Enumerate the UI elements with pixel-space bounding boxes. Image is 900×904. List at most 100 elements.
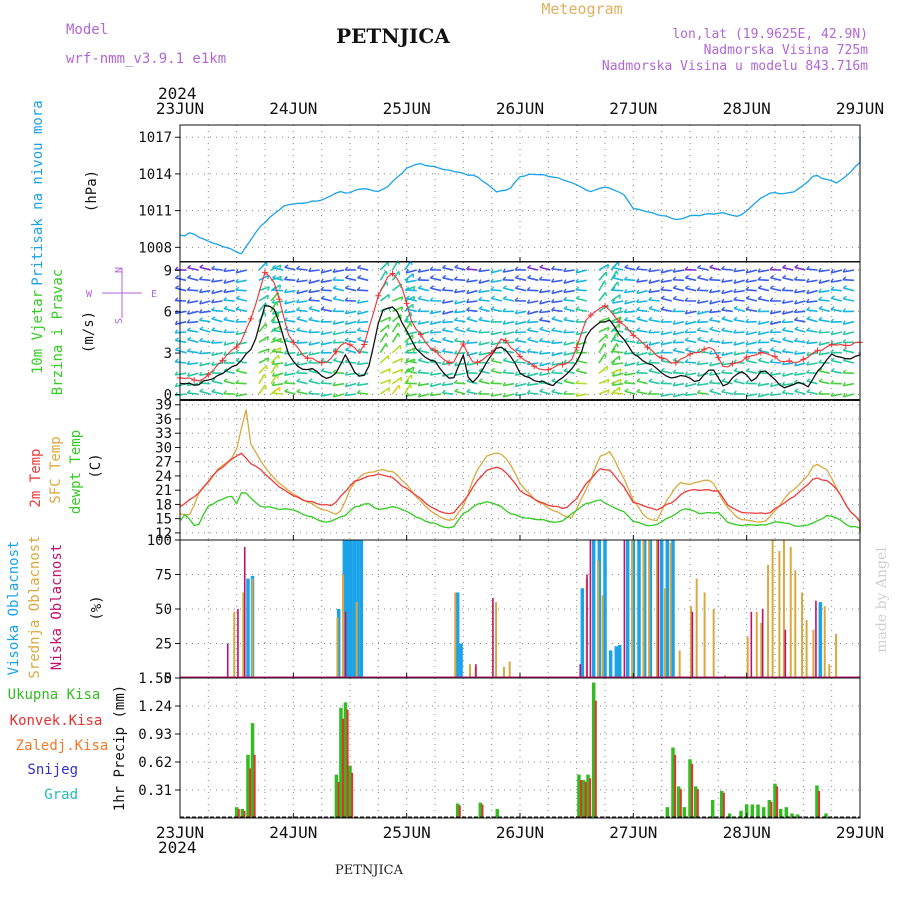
wind-barb bbox=[284, 353, 295, 354]
bottom-date-tick: 27JUN bbox=[609, 823, 657, 842]
wind-barb bbox=[187, 393, 198, 394]
wind-barb-flag bbox=[265, 385, 266, 389]
bar-cloud-mid bbox=[664, 588, 666, 678]
wind-barb bbox=[479, 332, 490, 333]
top-date-tick: 25JUN bbox=[383, 99, 431, 118]
wind-barb bbox=[224, 332, 235, 333]
bar-cloud-low bbox=[227, 644, 229, 679]
ytick-label: 1011 bbox=[138, 204, 172, 220]
bar-cloud-mid bbox=[454, 592, 456, 678]
wind-barb bbox=[576, 290, 587, 291]
wind-barb-flag bbox=[399, 271, 400, 275]
wind-barb-flag bbox=[175, 276, 178, 278]
series-t2m bbox=[180, 453, 860, 531]
wind-barb bbox=[746, 322, 757, 323]
wind-barb bbox=[272, 393, 283, 394]
ytick-label: 15 bbox=[155, 512, 172, 528]
bar-cloud-mid bbox=[801, 592, 803, 678]
bar-cloud-mid bbox=[631, 540, 633, 678]
wind-barb bbox=[831, 322, 842, 323]
watermark: made by Angel bbox=[874, 547, 890, 653]
ytick-label: 1.55 bbox=[138, 671, 172, 687]
elevation-label: Nadmorska Visina 725m bbox=[704, 43, 869, 58]
wind-barb-flag bbox=[387, 282, 388, 286]
wind-barb-flag bbox=[268, 358, 269, 362]
ytick-label: 18 bbox=[155, 497, 172, 513]
bottom-date-tick: 29JUN bbox=[836, 823, 884, 842]
bar-cloud-mid bbox=[602, 595, 604, 678]
ytick-label: 1014 bbox=[138, 167, 172, 183]
wind-barb bbox=[187, 322, 198, 323]
meteogram-title: Meteogram bbox=[541, 0, 622, 18]
wind-barb bbox=[467, 342, 478, 343]
compass-w: W bbox=[86, 289, 93, 300]
wind-barb-flag bbox=[389, 388, 390, 392]
bar-cloud-mid bbox=[835, 634, 837, 678]
wind-barb bbox=[284, 383, 295, 384]
wind-barb bbox=[406, 290, 417, 291]
bar-cloud-mid bbox=[251, 579, 253, 678]
bar-precip-conv bbox=[238, 809, 240, 818]
bar-precip-total bbox=[683, 807, 687, 818]
bar-precip-total bbox=[785, 807, 789, 818]
wind-barb bbox=[236, 383, 247, 384]
wind-barb-flag bbox=[278, 313, 279, 317]
wind-barb-flag bbox=[411, 375, 412, 379]
wind-barb bbox=[479, 300, 490, 301]
bar-cloud-high bbox=[666, 540, 670, 678]
bar-precip-conv bbox=[589, 778, 591, 818]
wind-barb bbox=[794, 280, 805, 281]
precip-legend-hail: Grad bbox=[44, 787, 78, 803]
ytick-label: 0.31 bbox=[138, 783, 172, 799]
wind-title-2: Brzina i Pravac bbox=[50, 269, 66, 395]
wind-barb bbox=[467, 269, 478, 270]
bar-precip-conv bbox=[338, 782, 340, 818]
compass-s: S bbox=[114, 318, 125, 324]
wind-barb bbox=[722, 342, 733, 343]
wind-barb bbox=[819, 332, 830, 333]
bar-cloud-high bbox=[360, 540, 364, 678]
bar-cloud-low bbox=[492, 598, 494, 678]
bar-cloud-mid bbox=[597, 561, 599, 678]
bar-cloud-high bbox=[581, 588, 585, 678]
wind-barb bbox=[357, 393, 368, 394]
wind-barb-flag bbox=[608, 265, 609, 269]
pressure-side-label: Pritisak na nivou mora (hPa) bbox=[30, 100, 100, 285]
wind-barb-flag bbox=[266, 323, 267, 327]
bar-cloud-high bbox=[615, 646, 619, 678]
ytick-label: 24 bbox=[155, 469, 172, 485]
cloud-side-label: Visoka Oblacnost Srednja Oblacnost Niska… bbox=[6, 535, 105, 678]
bottom-date-tick: 23JUN bbox=[156, 823, 204, 842]
bar-cloud-mid bbox=[642, 540, 644, 678]
wind-barb bbox=[552, 342, 563, 343]
wind-barb bbox=[212, 342, 223, 343]
bar-cloud-high bbox=[609, 650, 613, 678]
wind-barb bbox=[515, 362, 526, 363]
ytick-label: 27 bbox=[155, 455, 172, 471]
temp-sfc-label: SFC Temp bbox=[48, 436, 64, 503]
wind-barb-flag bbox=[268, 295, 269, 299]
panel-frame bbox=[180, 125, 860, 262]
ytick-label: 33 bbox=[155, 426, 172, 442]
bar-cloud-low bbox=[237, 609, 239, 678]
lonlat-label: lon,lat (19.9625E, 42.9N) bbox=[672, 27, 868, 42]
bar-cloud-high bbox=[618, 645, 622, 678]
bar-cloud-low bbox=[244, 547, 246, 678]
bar-precip-conv bbox=[691, 764, 693, 818]
wind-barb-flag bbox=[617, 343, 618, 347]
wind-barb bbox=[843, 373, 854, 374]
bar-cloud-mid bbox=[469, 664, 471, 678]
ytick-label: 75 bbox=[155, 568, 172, 584]
bar-precip-conv bbox=[818, 791, 820, 818]
wind-barb bbox=[624, 311, 635, 312]
wind-barb bbox=[624, 280, 635, 281]
wind-barb bbox=[503, 373, 514, 374]
wind-barb bbox=[552, 373, 563, 374]
wind-barb-flag bbox=[399, 385, 400, 389]
wind-barb bbox=[564, 332, 575, 333]
bar-cloud-mid bbox=[767, 565, 769, 678]
wind-barb-flag bbox=[175, 338, 178, 340]
wind-barb bbox=[794, 311, 805, 312]
bar-cloud-low bbox=[345, 612, 347, 678]
